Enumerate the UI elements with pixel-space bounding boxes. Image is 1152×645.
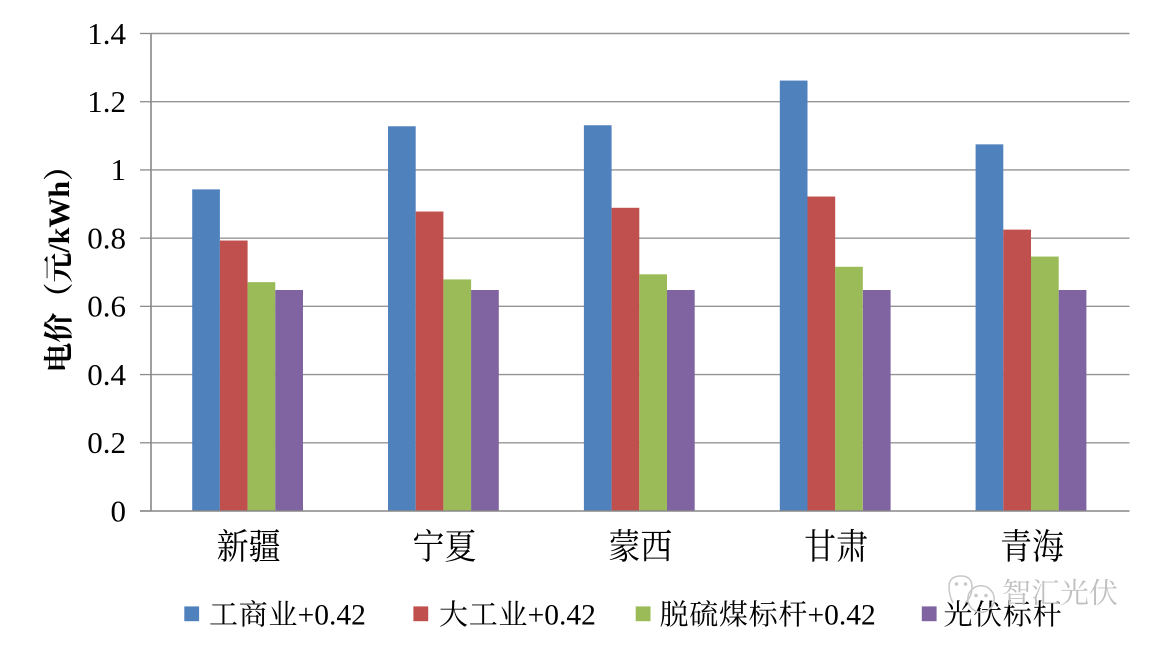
- svg-text:0.4: 0.4: [87, 357, 126, 392]
- svg-text:0.6: 0.6: [87, 289, 126, 324]
- svg-text:+0.42: +0.42: [808, 600, 876, 632]
- svg-text:0.8: 0.8: [87, 220, 126, 255]
- svg-text:+0.42: +0.42: [298, 600, 366, 632]
- svg-text:0.2: 0.2: [87, 425, 126, 460]
- svg-text:1.4: 1.4: [87, 16, 126, 51]
- svg-text:1.2: 1.2: [87, 84, 126, 119]
- svg-text:/kWh: /kWh: [43, 181, 76, 254]
- svg-text:+0.42: +0.42: [528, 600, 596, 632]
- svg-text:0: 0: [111, 493, 127, 528]
- svg-text:1: 1: [111, 152, 127, 187]
